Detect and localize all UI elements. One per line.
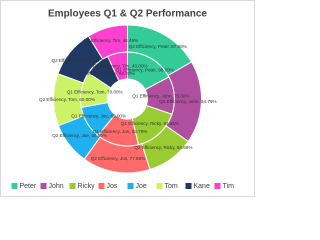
legend-label: Jos	[107, 183, 118, 190]
data-label: Q1 Efficiency, Jos, 83.79%	[93, 129, 147, 134]
data-label: Q1 Efficiency, Peter, 98.99%	[116, 68, 174, 73]
legend-label: Tim	[223, 183, 235, 190]
chart-title: Employees Q1 & Q2 Performance	[48, 9, 207, 20]
legend-swatch	[127, 183, 134, 189]
legend-swatch	[98, 183, 105, 189]
legend-label: John	[49, 183, 64, 190]
legend-label: Tom	[165, 183, 178, 190]
legend-swatch	[185, 183, 192, 189]
legend-label: Kane	[194, 183, 210, 190]
legend-swatch	[40, 183, 47, 189]
data-label: Q1 Efficiency, Joe, 65.00%	[71, 113, 126, 118]
data-label: Q2 Efficiency, Tim, 46.46%	[84, 38, 139, 43]
legend-label: Joe	[136, 183, 147, 190]
data-label: Q1 Efficiency, Tim, 40.00%	[93, 64, 148, 69]
chart: Employees Q1 & Q2 Performance Q1 Efficie…	[0, 0, 255, 197]
data-label: Q2 Efficiency, Jos, 77.86%	[91, 156, 145, 161]
doughnut-slice	[87, 24, 128, 60]
data-label: Q2 Efficiency, Kane, 55.72%	[52, 58, 110, 63]
data-label: Q2 Efficiency, Tom, 60.00%	[39, 97, 95, 102]
data-label: Q2 Efficiency, Ricky, 54.66%	[134, 145, 192, 150]
legend-swatch	[156, 183, 163, 189]
data-label: Q1 Efficiency, Kane, 50.00%	[77, 71, 135, 76]
data-label: Q1 Efficiency, Tom, 70.00%	[67, 89, 123, 94]
legend-swatch	[11, 183, 18, 189]
legend-label: Peter	[20, 183, 37, 190]
legend-swatch	[69, 183, 76, 189]
data-label: Q1 Efficiency, Ricky, 91.66%	[121, 121, 179, 126]
data-label: Q1 Efficiency, John, 75.00%	[132, 94, 189, 99]
data-label: Q2 Efficiency, Joe, 48.50%	[52, 133, 107, 138]
data-label: Q2 Efficiency, John, 94.79%	[159, 99, 216, 104]
legend-swatch	[214, 183, 221, 189]
legend-label: Ricky	[78, 183, 96, 190]
data-label: Q2 Efficiency, Peter, 87.58%	[129, 44, 187, 49]
